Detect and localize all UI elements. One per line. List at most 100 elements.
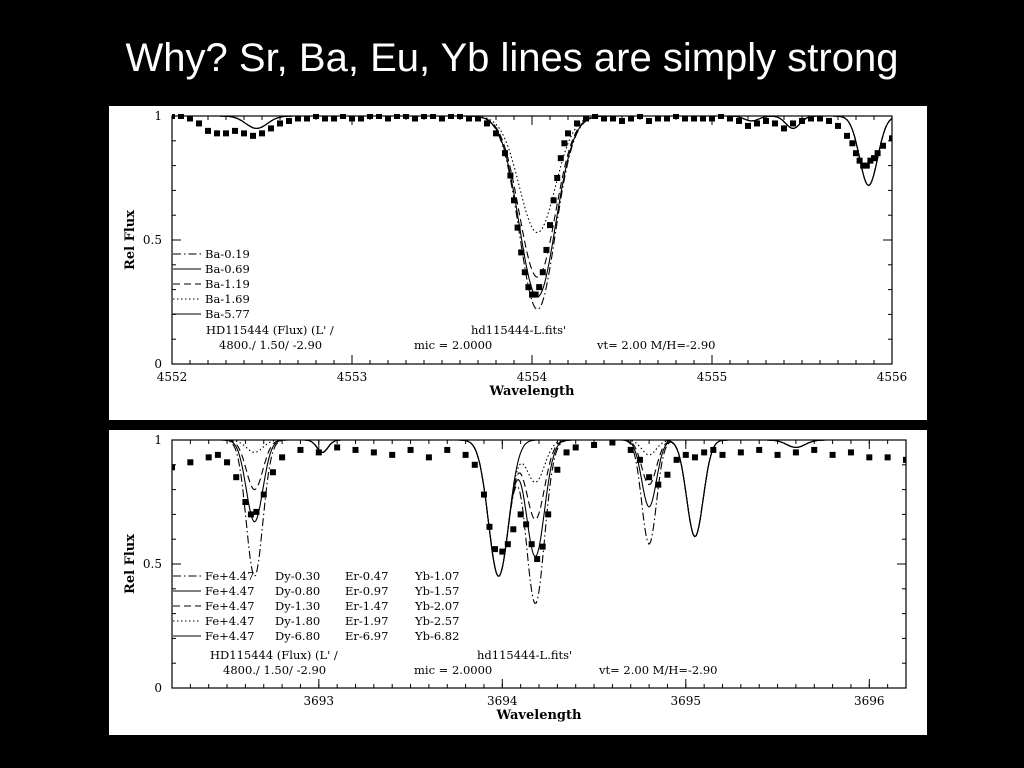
y-tick-label: 0.5 xyxy=(143,233,162,247)
observed-point xyxy=(601,115,607,122)
observed-point xyxy=(253,508,260,515)
observed-point xyxy=(536,284,543,291)
observed-point xyxy=(340,114,346,119)
observed-point xyxy=(499,548,506,555)
observed-point xyxy=(466,115,472,122)
info-text: vt= 2.00 M/H=-2.90 xyxy=(596,338,715,352)
observed-point xyxy=(591,441,598,448)
observed-point xyxy=(772,120,778,127)
synthetic-line-dotted xyxy=(172,115,892,234)
observed-point xyxy=(664,115,670,122)
legend-label: Dy-1.80 xyxy=(275,614,320,628)
observed-point xyxy=(691,454,698,461)
observed-point xyxy=(528,541,535,548)
observed-point xyxy=(242,499,249,505)
observed-point xyxy=(315,449,322,456)
legend-label: Yb-2.57 xyxy=(414,614,459,628)
observed-point xyxy=(871,155,877,162)
synthetic-spectra xyxy=(172,439,906,604)
observed-point xyxy=(627,446,634,453)
observed-point xyxy=(745,122,751,129)
observed-point xyxy=(286,117,292,124)
observed-point xyxy=(331,115,337,122)
legend-label: Fe+4.47 xyxy=(205,599,254,613)
observed-point xyxy=(178,114,184,119)
observed-point xyxy=(619,117,625,124)
x-tick-label: 4552 xyxy=(157,370,188,384)
legend-label: Ba-0.19 xyxy=(205,247,250,261)
y-axis-label: Rel Flux xyxy=(123,210,138,270)
observed-point xyxy=(322,115,328,122)
observed-point xyxy=(874,150,881,157)
observed-point xyxy=(297,446,304,453)
observed-point xyxy=(370,449,377,456)
observed-point xyxy=(889,135,892,142)
observed-point xyxy=(880,142,886,149)
observed-point xyxy=(444,446,451,453)
observed-point xyxy=(502,150,508,157)
observed-point xyxy=(358,115,364,122)
observed-point xyxy=(610,115,616,122)
observed-point xyxy=(754,120,760,127)
observed-point xyxy=(664,471,671,478)
legend-label: Yb-6.82 xyxy=(414,629,459,643)
observed-point xyxy=(260,491,267,498)
observed-point xyxy=(403,114,409,119)
observed-point xyxy=(518,249,525,256)
observed-point xyxy=(673,456,680,463)
observed-point xyxy=(844,132,850,139)
info-text: HD115444 (Flux) (L' / xyxy=(210,648,338,662)
observed-point xyxy=(867,157,874,164)
legend-label: Fe+4.47 xyxy=(205,614,254,628)
observed-point xyxy=(475,115,481,122)
observed-point xyxy=(847,449,854,456)
observed-point xyxy=(539,269,546,276)
observed-point xyxy=(389,451,396,458)
observed-point xyxy=(250,132,256,139)
observed-point xyxy=(233,474,240,481)
observed-point xyxy=(205,127,211,134)
legend-label: Dy-6.80 xyxy=(275,629,320,643)
synthetic-line-dashed xyxy=(172,115,892,278)
observed-point xyxy=(736,117,742,124)
observed-point xyxy=(412,115,418,122)
legend-label: Dy-0.30 xyxy=(275,569,320,583)
observed-point xyxy=(172,114,175,119)
observed-point xyxy=(557,155,564,162)
x-tick-label: 3695 xyxy=(671,694,702,708)
y-axis-label: Rel Flux xyxy=(123,534,138,594)
observed-point xyxy=(425,454,432,461)
observed-point xyxy=(835,122,841,129)
observed-point xyxy=(609,439,616,446)
observed-point xyxy=(756,446,763,453)
observed-point xyxy=(517,511,524,518)
observed-point xyxy=(547,222,553,229)
legend-label: Ba-5.77 xyxy=(205,307,250,321)
observed-point xyxy=(376,114,382,119)
x-tick-label: 3694 xyxy=(487,694,518,708)
legend-label: Dy-0.80 xyxy=(275,584,320,598)
observed-point xyxy=(486,523,493,530)
observed-point xyxy=(214,130,220,137)
observed-point xyxy=(719,451,726,458)
observed-point xyxy=(407,446,414,453)
observed-point xyxy=(792,449,799,456)
legend-label: Er-0.97 xyxy=(345,584,388,598)
synthetic-line-dashdot xyxy=(172,115,892,310)
observed-point xyxy=(480,491,487,498)
observed-point xyxy=(439,115,445,122)
observed-points xyxy=(172,439,906,563)
observed-point xyxy=(295,115,301,122)
observed-point xyxy=(510,526,517,533)
legend-label: Fe+4.47 xyxy=(205,584,254,598)
observed-point xyxy=(543,246,550,253)
observed-point xyxy=(863,162,870,169)
observed-point xyxy=(224,459,231,466)
observed-point xyxy=(637,114,643,119)
legend-label: Er-0.47 xyxy=(345,569,388,583)
legend-label: Er-1.97 xyxy=(345,614,388,628)
observed-point xyxy=(279,454,286,461)
observed-point xyxy=(507,172,514,179)
ba-spectrum-panel: 4552 4553 4554 4555 4556 0 0.5 1 Wavelength Rel F… xyxy=(109,106,927,420)
observed-point xyxy=(574,120,580,127)
